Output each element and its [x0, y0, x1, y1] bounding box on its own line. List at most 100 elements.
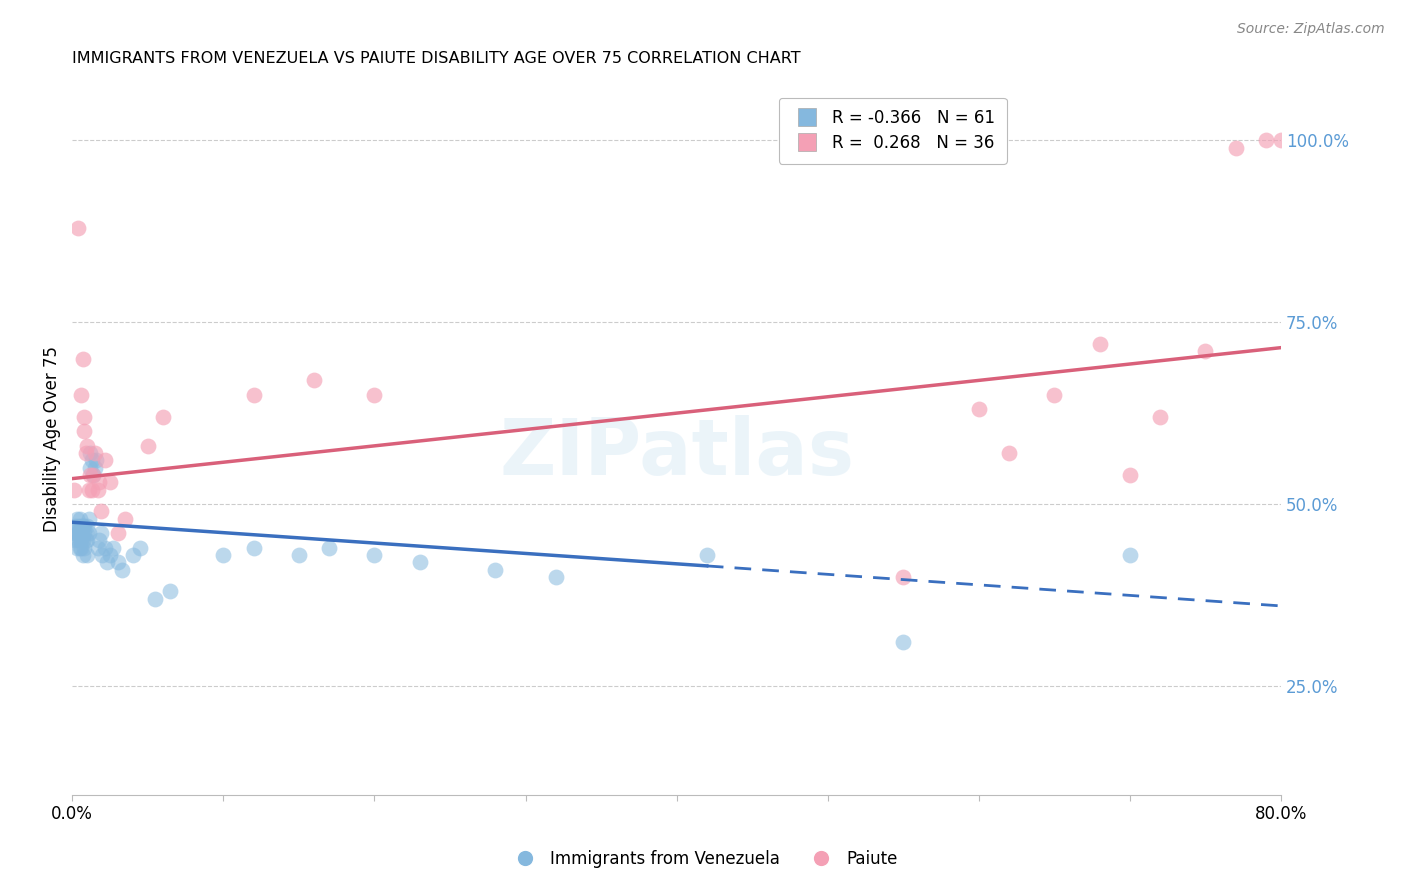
Point: [82, 467, 104, 482]
Point: [62, 526, 84, 541]
Point: [94, 541, 117, 555]
Point: [70, 541, 93, 555]
Point: [89, 533, 111, 548]
Point: [70, 519, 93, 533]
Point: [111, 562, 134, 576]
Point: [72, 548, 94, 562]
Point: [86, 453, 108, 467]
Point: [1119, 548, 1142, 562]
Point: [91, 548, 114, 562]
Point: [1254, 133, 1277, 147]
Point: [83, 460, 105, 475]
Point: [998, 446, 1021, 460]
Point: [302, 373, 325, 387]
Point: [69, 526, 91, 541]
Point: [1119, 467, 1142, 482]
Point: [114, 511, 136, 525]
Point: [318, 541, 340, 555]
Point: [1194, 344, 1216, 359]
Point: [121, 548, 143, 562]
Point: [1149, 409, 1171, 424]
Point: [90, 504, 112, 518]
Point: [288, 548, 311, 562]
Point: [129, 541, 152, 555]
Point: [152, 409, 174, 424]
Point: [143, 591, 166, 606]
Point: [544, 570, 567, 584]
Point: [73, 409, 96, 424]
Point: [75, 526, 97, 541]
Point: [67, 519, 90, 533]
Point: [1088, 337, 1111, 351]
Point: [62, 483, 84, 497]
Point: [69, 533, 91, 548]
Point: [83, 446, 105, 460]
Y-axis label: Disability Age Over 75: Disability Age Over 75: [44, 345, 60, 532]
Point: [94, 453, 117, 467]
Point: [89, 475, 111, 490]
Point: [76, 439, 98, 453]
Point: [73, 526, 96, 541]
Point: [1043, 388, 1066, 402]
Point: [80, 483, 103, 497]
Point: [75, 533, 97, 548]
Point: [242, 388, 264, 402]
Point: [73, 425, 96, 439]
Point: [76, 519, 98, 533]
Point: [87, 483, 110, 497]
Point: [1225, 140, 1247, 154]
Point: [66, 526, 89, 541]
Point: [107, 526, 129, 541]
Point: [1270, 133, 1292, 147]
Point: [242, 541, 264, 555]
Point: [69, 541, 91, 555]
Point: [80, 453, 103, 467]
Point: [67, 533, 90, 548]
Point: [76, 548, 98, 562]
Point: [212, 548, 235, 562]
Point: [696, 548, 718, 562]
Point: [136, 439, 159, 453]
Point: [98, 475, 121, 490]
Point: [76, 533, 98, 548]
Point: [107, 555, 129, 569]
Point: [67, 526, 90, 541]
Point: [73, 519, 96, 533]
Point: [77, 483, 100, 497]
Text: ZIPatlas: ZIPatlas: [499, 415, 853, 491]
Point: [67, 220, 90, 235]
Point: [79, 467, 101, 482]
Point: [79, 446, 101, 460]
Point: [72, 519, 94, 533]
Point: [363, 548, 385, 562]
Point: [72, 533, 94, 548]
Point: [69, 511, 91, 525]
Legend: Immigrants from Venezuela, Paiute: Immigrants from Venezuela, Paiute: [502, 844, 904, 875]
Point: [65, 533, 87, 548]
Point: [73, 541, 96, 555]
Point: [72, 351, 94, 366]
Point: [891, 570, 914, 584]
Point: [101, 541, 124, 555]
Text: IMMIGRANTS FROM VENEZUELA VS PAIUTE DISABILITY AGE OVER 75 CORRELATION CHART: IMMIGRANTS FROM VENEZUELA VS PAIUTE DISA…: [72, 51, 801, 66]
Point: [96, 555, 118, 569]
Point: [79, 460, 101, 475]
Point: [65, 519, 87, 533]
Point: [409, 555, 432, 569]
Point: [484, 562, 506, 576]
Point: [70, 388, 93, 402]
Point: [70, 533, 93, 548]
Point: [98, 548, 121, 562]
Point: [87, 541, 110, 555]
Point: [90, 526, 112, 541]
Point: [159, 584, 181, 599]
Legend: R = -0.366   N = 61, R =  0.268   N = 36: R = -0.366 N = 61, R = 0.268 N = 36: [779, 97, 1007, 163]
Point: [77, 526, 100, 541]
Text: Source: ZipAtlas.com: Source: ZipAtlas.com: [1237, 22, 1385, 37]
Point: [891, 635, 914, 649]
Point: [75, 446, 97, 460]
Point: [82, 467, 104, 482]
Point: [363, 388, 385, 402]
Point: [66, 541, 89, 555]
Point: [77, 511, 100, 525]
